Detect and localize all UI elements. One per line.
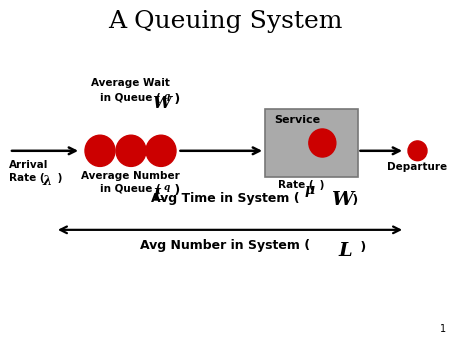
Text: Service: Service <box>274 116 320 125</box>
Text: W: W <box>152 95 171 112</box>
Text: A Queuing System: A Queuing System <box>108 10 342 33</box>
Text: q: q <box>164 183 170 192</box>
Text: ): ) <box>347 194 358 207</box>
Circle shape <box>116 135 146 166</box>
Text: μ: μ <box>305 183 315 196</box>
Text: ): ) <box>316 180 324 190</box>
Text: Arrival: Arrival <box>9 160 49 170</box>
Text: Rate (: Rate ( <box>278 180 313 190</box>
Text: L: L <box>152 187 164 204</box>
Text: Departure: Departure <box>387 162 448 172</box>
Circle shape <box>408 141 427 161</box>
Text: W: W <box>331 191 353 209</box>
Text: Avg Time in System (: Avg Time in System ( <box>151 192 299 206</box>
Text: L: L <box>338 242 352 260</box>
Text: ): ) <box>54 173 63 183</box>
Text: in Queue (: in Queue ( <box>100 93 161 102</box>
Circle shape <box>146 135 176 166</box>
Text: q: q <box>164 92 170 100</box>
Text: in Queue (: in Queue ( <box>100 184 161 194</box>
Text: ): ) <box>170 184 180 197</box>
Text: 1: 1 <box>440 324 446 334</box>
Text: Avg Number in System (: Avg Number in System ( <box>140 239 310 252</box>
Text: ): ) <box>170 93 180 105</box>
Text: Average Wait: Average Wait <box>90 78 170 88</box>
Circle shape <box>309 129 336 157</box>
Text: Average Number: Average Number <box>81 171 180 180</box>
Text: ): ) <box>356 241 366 254</box>
Circle shape <box>85 135 115 166</box>
Text: Rate (: Rate ( <box>9 173 45 183</box>
Bar <box>265 109 357 177</box>
Text: λ: λ <box>42 175 51 188</box>
